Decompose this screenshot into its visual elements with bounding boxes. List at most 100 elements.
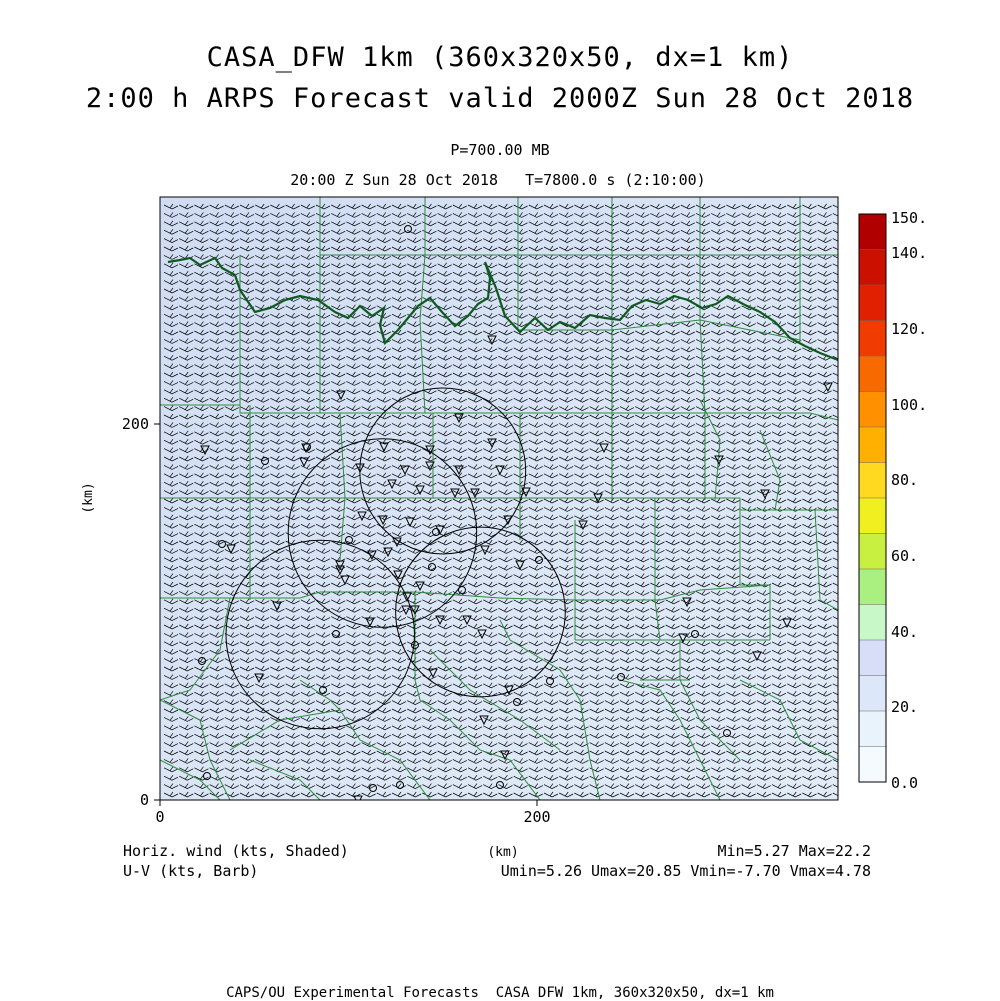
radar-range-ring bbox=[287, 438, 478, 628]
colorbar-band bbox=[859, 427, 886, 463]
station-triangle bbox=[355, 463, 365, 474]
pressure-level: P=700.00 MB bbox=[450, 141, 550, 159]
colorbar-label-40: 40. bbox=[891, 623, 918, 641]
chart-title: CASA_DFW 1km (360x320x50, dx=1 km) bbox=[206, 42, 794, 73]
radar-range-ring bbox=[395, 526, 566, 698]
station-circle bbox=[404, 225, 412, 233]
station-triangle bbox=[714, 455, 724, 466]
station-triangle bbox=[782, 618, 792, 629]
shaded-field-label: Horiz. wind (kts, Shaded) bbox=[123, 842, 349, 860]
station-circle bbox=[218, 540, 226, 548]
station-circle bbox=[345, 536, 353, 544]
station-triangle bbox=[392, 537, 402, 548]
station-triangle bbox=[682, 597, 692, 608]
radar-range-ring bbox=[225, 539, 415, 730]
colorbar-label-150: 150. bbox=[891, 209, 927, 227]
x-tick-200: 200 bbox=[523, 808, 550, 826]
station-triangle bbox=[435, 615, 445, 626]
station-circle bbox=[369, 784, 377, 792]
station-triangle bbox=[470, 488, 480, 499]
county-boundaries bbox=[160, 197, 838, 800]
station-circle bbox=[319, 686, 327, 694]
station-triangle bbox=[367, 550, 377, 561]
y-tick-200: 200 bbox=[122, 415, 149, 433]
colorbar-band bbox=[859, 675, 886, 712]
station-circle bbox=[691, 630, 699, 638]
station-triangle bbox=[435, 525, 445, 536]
station-triangle bbox=[405, 517, 415, 528]
x-tick-0: 0 bbox=[155, 808, 164, 826]
barb-field-path bbox=[163, 203, 838, 798]
station-circle bbox=[546, 677, 554, 685]
station-triangle bbox=[415, 485, 425, 496]
station-triangle bbox=[428, 668, 438, 679]
colorbar-band bbox=[859, 356, 886, 392]
colorbar-band bbox=[859, 640, 886, 676]
plot-frame bbox=[159, 196, 839, 801]
colorbar-band bbox=[859, 391, 886, 428]
station-triangle bbox=[515, 560, 525, 571]
colorbar-label-140: 140. bbox=[891, 244, 927, 262]
station-triangle bbox=[454, 413, 464, 424]
station-triangle bbox=[400, 465, 410, 476]
station-circle bbox=[513, 698, 521, 706]
station-triangle bbox=[299, 457, 309, 468]
station-circle bbox=[411, 641, 419, 649]
station-triangle bbox=[254, 673, 264, 684]
station-triangle bbox=[578, 520, 588, 531]
observation-stations bbox=[198, 225, 833, 800]
colorbar bbox=[859, 213, 886, 783]
station-triangle bbox=[495, 465, 505, 476]
station-triangle bbox=[752, 651, 762, 662]
station-triangle bbox=[503, 515, 513, 526]
station-triangle bbox=[462, 615, 472, 626]
station-triangle bbox=[402, 592, 412, 603]
station-circle bbox=[617, 673, 625, 681]
colorbar-band bbox=[859, 746, 886, 783]
station-circle bbox=[303, 443, 311, 451]
station-circle bbox=[432, 528, 440, 536]
station-circle bbox=[198, 657, 206, 665]
station-triangle bbox=[335, 560, 345, 571]
valid-time: 20:00 Z Sun 28 Oct 2018 T=7800.0 s (2:10… bbox=[290, 171, 706, 189]
colorbar-band bbox=[859, 533, 886, 570]
y-axis-label: (km) bbox=[81, 482, 96, 513]
barb-field-label: U-V (kts, Barb) bbox=[123, 862, 259, 880]
colorbar-band bbox=[859, 569, 886, 605]
colorbar-labels: 150. 140. 120. 100. 80. 60. 40. 20. 0.0 bbox=[891, 209, 927, 792]
station-triangle bbox=[479, 715, 489, 726]
station-triangle bbox=[487, 438, 497, 449]
station-triangle bbox=[393, 570, 403, 581]
station-circle bbox=[428, 563, 436, 571]
colorbar-label-20: 20. bbox=[891, 698, 918, 716]
station-triangle bbox=[379, 442, 389, 453]
station-triangle bbox=[760, 489, 770, 500]
station-triangle bbox=[450, 488, 460, 499]
station-triangle bbox=[593, 493, 603, 504]
station-triangle bbox=[336, 390, 346, 401]
station-triangle bbox=[387, 479, 397, 490]
chart-subtitle: 2:00 h ARPS Forecast valid 2000Z Sun 28 … bbox=[85, 83, 915, 114]
x-axis-label: (km) bbox=[487, 845, 518, 860]
colorbar-label-60: 60. bbox=[891, 547, 918, 565]
station-triangle bbox=[200, 445, 210, 456]
station-triangle bbox=[477, 629, 487, 640]
colorbar-label-0: 0.0 bbox=[891, 774, 918, 792]
station-triangle bbox=[599, 443, 609, 454]
uv-range-readout: Umin=5.26 Umax=20.85 Vmin=-7.70 Vmax=4.7… bbox=[500, 862, 871, 880]
min-max-readout: Min=5.27 Max=22.2 bbox=[717, 842, 871, 860]
credit-line: CAPS/OU Experimental Forecasts CASA DFW … bbox=[226, 985, 774, 1001]
colorbar-label-120: 120. bbox=[891, 320, 927, 338]
station-triangle bbox=[410, 605, 420, 616]
station-triangle bbox=[480, 545, 490, 556]
colorbar-band bbox=[859, 249, 886, 286]
colorbar-band bbox=[859, 711, 886, 747]
station-circle bbox=[458, 586, 466, 594]
colorbar-frame bbox=[858, 213, 887, 783]
station-triangle bbox=[383, 547, 393, 558]
station-circle bbox=[535, 556, 543, 564]
wind-barbs bbox=[163, 203, 838, 798]
station-triangle bbox=[521, 487, 531, 498]
station-circle bbox=[332, 630, 340, 638]
